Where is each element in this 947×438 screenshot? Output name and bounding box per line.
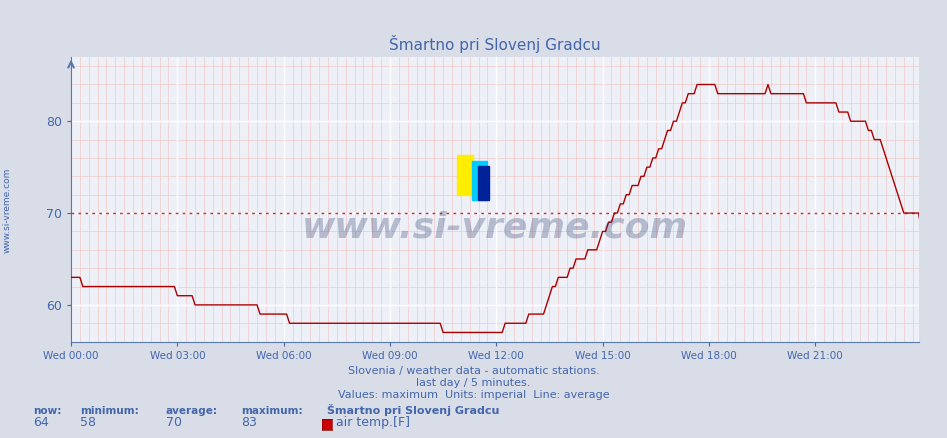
- Bar: [477, 166, 489, 201]
- Text: Šmartno pri Slovenj Gradcu: Šmartno pri Slovenj Gradcu: [327, 404, 499, 416]
- Text: www.si-vreme.com: www.si-vreme.com: [302, 211, 688, 245]
- Text: www.si-vreme.com: www.si-vreme.com: [3, 168, 12, 253]
- Text: Slovenia / weather data - automatic stations.: Slovenia / weather data - automatic stat…: [348, 367, 599, 377]
- Text: 83: 83: [241, 416, 258, 429]
- Text: average:: average:: [166, 406, 218, 416]
- Bar: [457, 155, 473, 195]
- Title: Šmartno pri Slovenj Gradcu: Šmartno pri Slovenj Gradcu: [389, 35, 600, 53]
- Text: maximum:: maximum:: [241, 406, 303, 416]
- Text: 70: 70: [166, 416, 182, 429]
- Text: Values: maximum  Units: imperial  Line: average: Values: maximum Units: imperial Line: av…: [338, 390, 609, 400]
- Text: 64: 64: [33, 416, 49, 429]
- Text: last day / 5 minutes.: last day / 5 minutes.: [417, 378, 530, 389]
- Text: minimum:: minimum:: [80, 406, 139, 416]
- Text: now:: now:: [33, 406, 62, 416]
- Text: 58: 58: [80, 416, 97, 429]
- Bar: [472, 161, 487, 201]
- Text: air temp.[F]: air temp.[F]: [336, 416, 410, 429]
